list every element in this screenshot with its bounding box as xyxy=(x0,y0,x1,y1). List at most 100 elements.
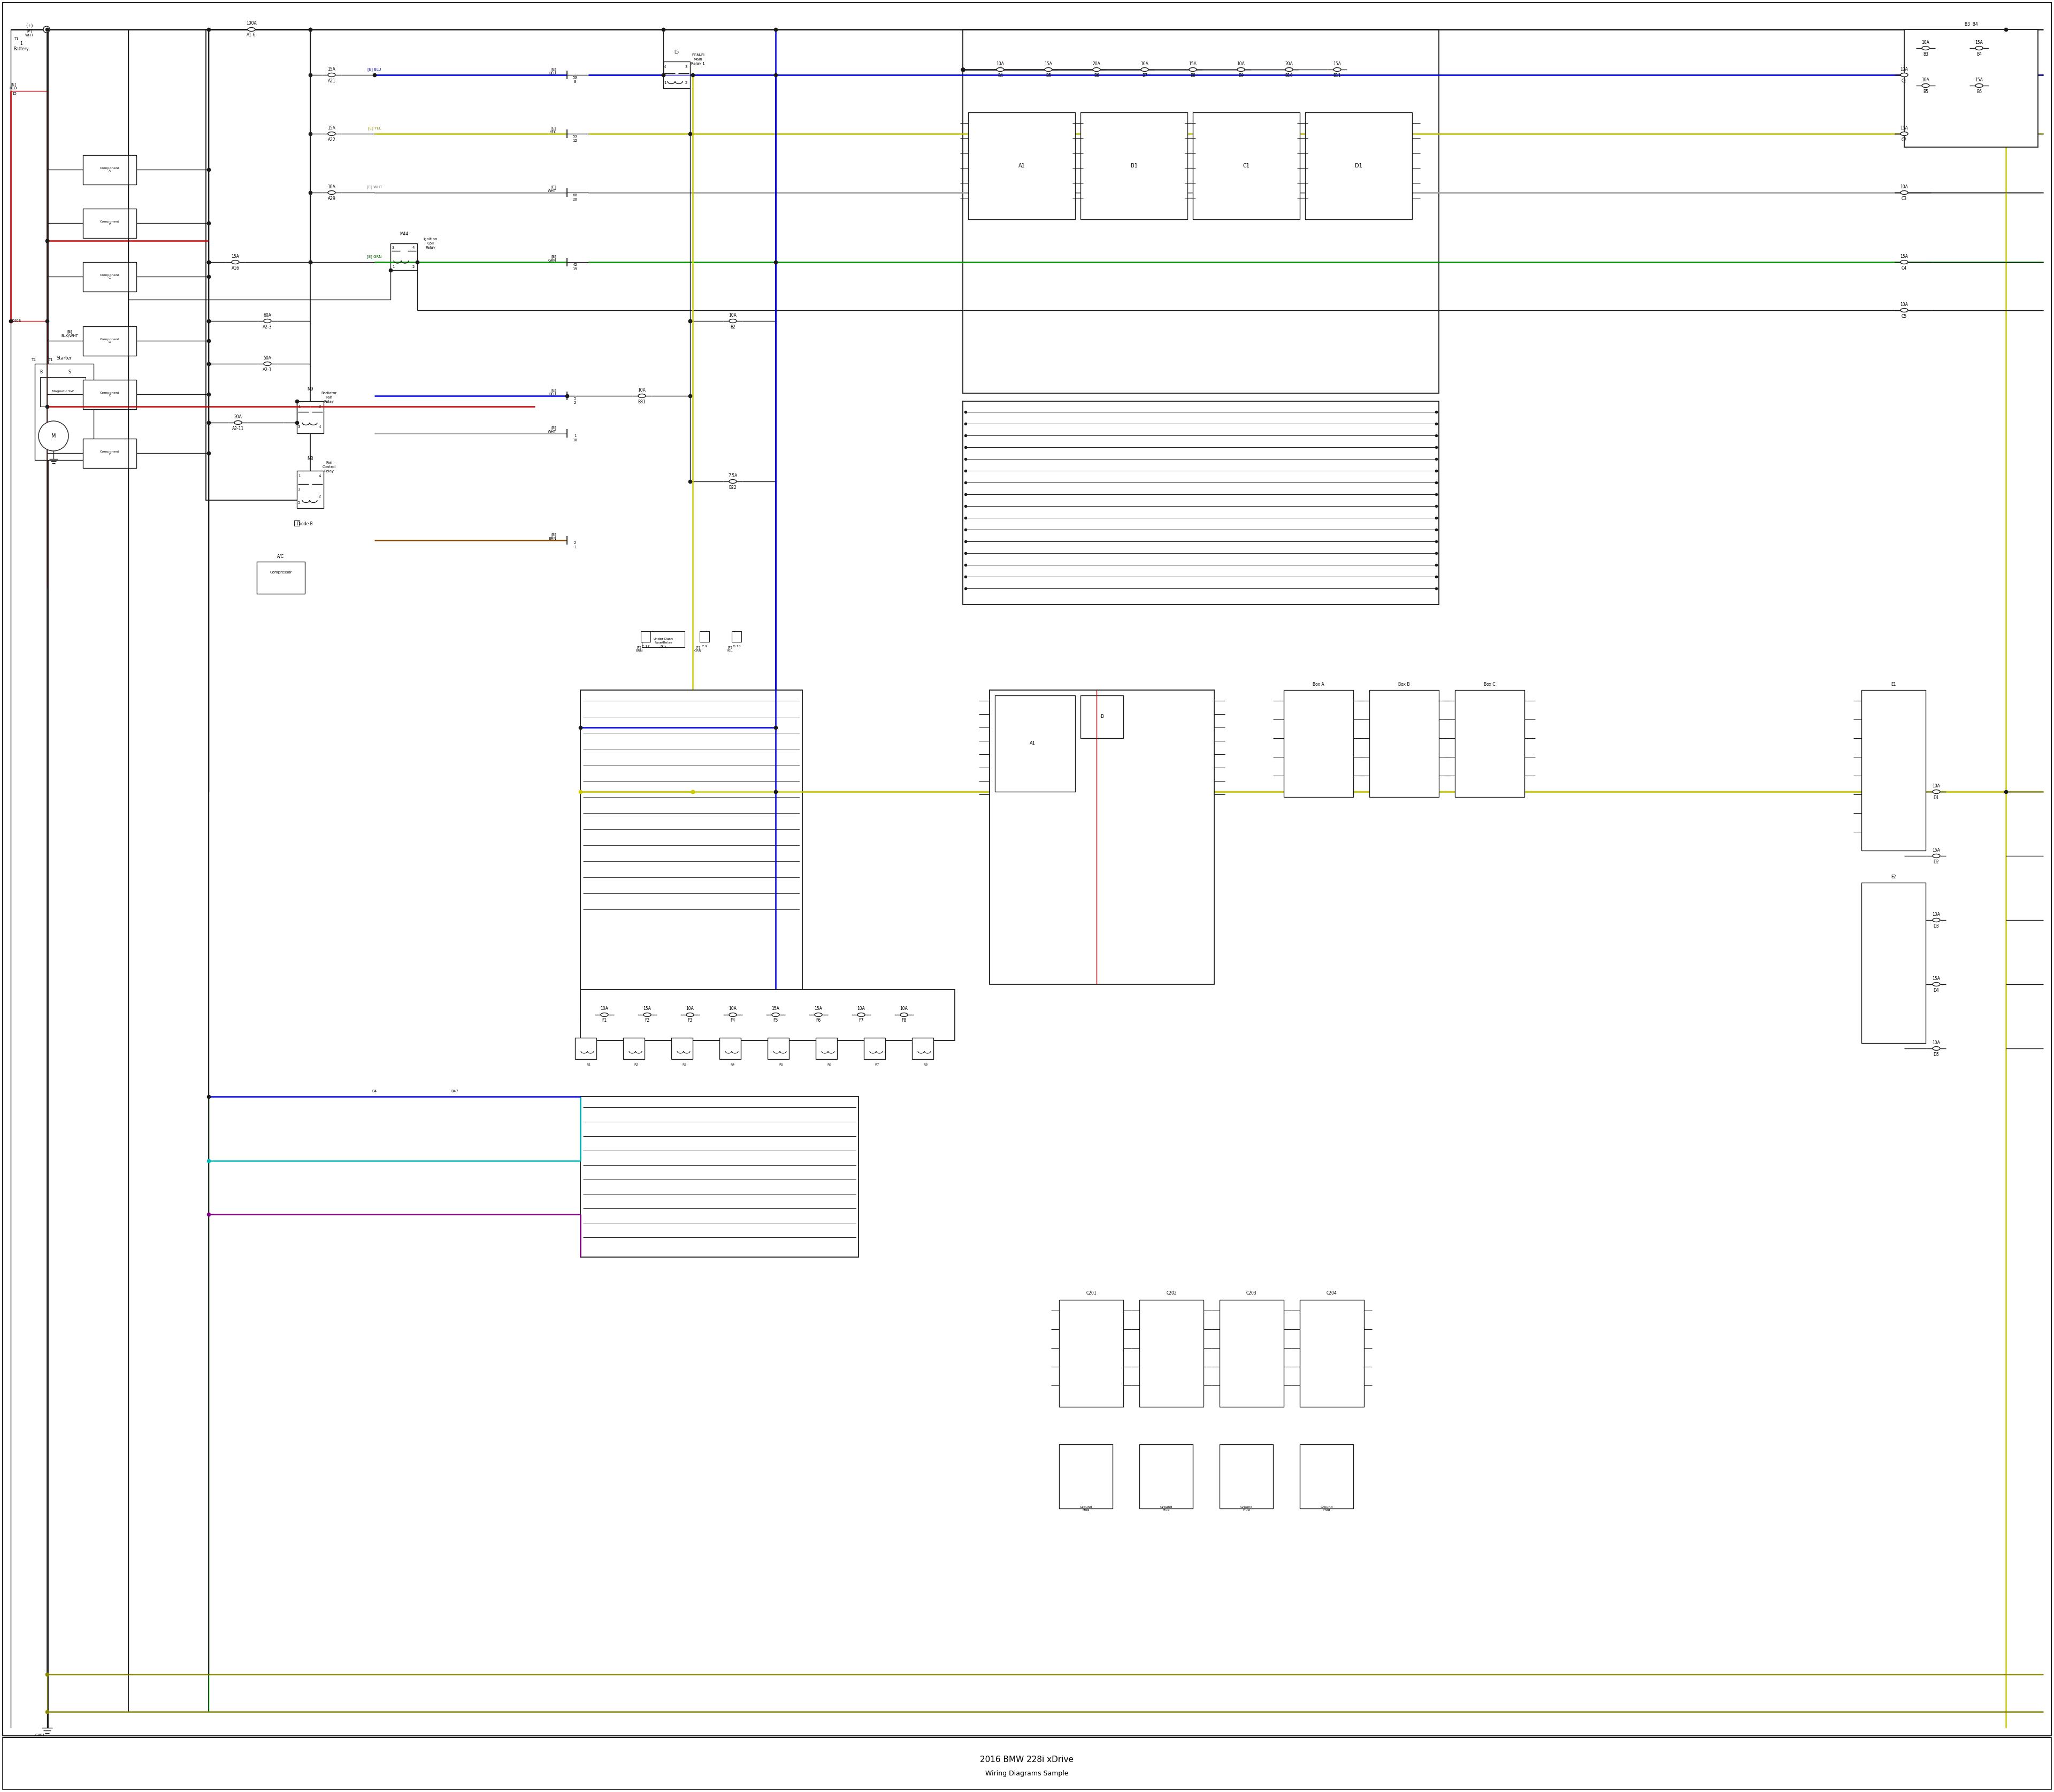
Text: 2016 BMW 228i xDrive: 2016 BMW 228i xDrive xyxy=(980,1756,1074,1763)
Bar xyxy=(205,29,310,500)
Bar xyxy=(2,1738,2052,1790)
Ellipse shape xyxy=(1900,308,1908,312)
Bar xyxy=(912,1038,933,1059)
Text: Under-Dash: Under-Dash xyxy=(653,638,674,640)
Text: 15A: 15A xyxy=(815,1007,822,1011)
Text: 10A: 10A xyxy=(857,1007,865,1011)
Bar xyxy=(390,244,417,271)
Text: 10A: 10A xyxy=(686,1007,694,1011)
Text: Radiator: Radiator xyxy=(320,392,337,394)
Text: [E]: [E] xyxy=(696,645,700,649)
Text: BLK/WHT: BLK/WHT xyxy=(62,335,78,337)
Text: F1: F1 xyxy=(602,1018,606,1023)
Text: 5: 5 xyxy=(573,396,577,400)
Text: 50A: 50A xyxy=(263,355,271,360)
Ellipse shape xyxy=(329,73,335,77)
Text: R5: R5 xyxy=(778,1063,783,1066)
Text: Relay: Relay xyxy=(325,400,335,403)
Bar xyxy=(294,520,300,525)
Text: 10A: 10A xyxy=(1933,783,1941,788)
Text: 4: 4 xyxy=(318,425,320,428)
Bar xyxy=(298,471,325,509)
Text: 4: 4 xyxy=(318,475,320,478)
Text: 4: 4 xyxy=(413,246,415,249)
Text: R8: R8 xyxy=(922,1063,928,1066)
Text: [E]: [E] xyxy=(550,254,557,258)
Text: T1: T1 xyxy=(14,38,18,41)
Text: Component
C: Component C xyxy=(101,274,119,280)
Bar xyxy=(581,989,955,1041)
Text: M9: M9 xyxy=(308,387,314,392)
Text: D1: D1 xyxy=(1356,163,1362,168)
Text: C1: C1 xyxy=(1902,79,1906,82)
Text: F2: F2 xyxy=(645,1018,649,1023)
Circle shape xyxy=(43,27,49,32)
Ellipse shape xyxy=(1237,68,1245,72)
Ellipse shape xyxy=(600,1012,608,1016)
Bar xyxy=(1284,690,1354,797)
Ellipse shape xyxy=(329,190,335,195)
Text: 10A: 10A xyxy=(1140,61,1148,66)
Ellipse shape xyxy=(1900,133,1908,136)
Text: Fan: Fan xyxy=(327,396,333,400)
Text: B5: B5 xyxy=(1045,73,1052,77)
Ellipse shape xyxy=(729,480,737,484)
Text: D4: D4 xyxy=(1933,987,1939,993)
Text: Fuse/Relay: Fuse/Relay xyxy=(655,642,672,645)
Text: 15A: 15A xyxy=(1933,848,1941,853)
Text: B31: B31 xyxy=(639,400,645,405)
Bar xyxy=(719,1038,741,1059)
Text: 60A: 60A xyxy=(263,312,271,317)
Bar xyxy=(1080,113,1187,219)
Ellipse shape xyxy=(1933,918,1941,921)
Bar xyxy=(663,61,690,88)
Text: 20: 20 xyxy=(573,197,577,201)
Text: L5: L5 xyxy=(674,50,680,54)
Text: Control: Control xyxy=(322,466,335,468)
Bar xyxy=(581,1097,859,1256)
Text: [E] GRN: [E] GRN xyxy=(368,254,382,258)
Text: B: B xyxy=(1101,715,1103,719)
Text: Coil: Coil xyxy=(427,242,433,246)
Ellipse shape xyxy=(1900,190,1908,195)
Text: 10A: 10A xyxy=(639,387,645,392)
Text: YEL: YEL xyxy=(550,131,557,134)
Text: [E] WHT: [E] WHT xyxy=(368,185,382,188)
Text: WHT: WHT xyxy=(548,190,557,192)
Bar xyxy=(990,690,1214,984)
Text: [E]: [E] xyxy=(27,29,33,32)
Text: 42: 42 xyxy=(573,263,577,267)
Bar xyxy=(1454,690,1524,797)
Text: [E]: [E] xyxy=(637,645,641,649)
Bar xyxy=(82,326,136,357)
Ellipse shape xyxy=(643,1012,651,1016)
Text: A/C: A/C xyxy=(277,554,283,559)
Text: 1: 1 xyxy=(573,434,577,437)
Ellipse shape xyxy=(1976,84,1982,88)
Text: M: M xyxy=(51,434,55,439)
Text: B22: B22 xyxy=(729,486,737,489)
Bar xyxy=(1080,695,1124,738)
Text: 10: 10 xyxy=(573,439,577,443)
Text: B5: B5 xyxy=(1923,90,1929,93)
Bar xyxy=(1300,1299,1364,1407)
Ellipse shape xyxy=(1923,47,1929,50)
Text: B: B xyxy=(39,369,43,375)
Text: A1: A1 xyxy=(1029,742,1035,745)
Text: B11: B11 xyxy=(1333,73,1341,77)
Text: 10A: 10A xyxy=(900,1007,908,1011)
Ellipse shape xyxy=(1333,68,1341,72)
Text: C4: C4 xyxy=(1902,265,1906,271)
Text: Component
B: Component B xyxy=(101,220,119,226)
Text: C203: C203 xyxy=(1247,1290,1257,1296)
Bar xyxy=(672,1038,692,1059)
Bar xyxy=(815,1038,838,1059)
Text: A16: A16 xyxy=(232,265,240,271)
Bar xyxy=(35,364,94,461)
Bar xyxy=(82,156,136,185)
Ellipse shape xyxy=(996,68,1004,72)
Text: [E]: [E] xyxy=(550,534,557,538)
Text: B3  B4: B3 B4 xyxy=(1964,22,1978,27)
Text: Fan: Fan xyxy=(327,461,333,464)
Ellipse shape xyxy=(729,319,737,323)
